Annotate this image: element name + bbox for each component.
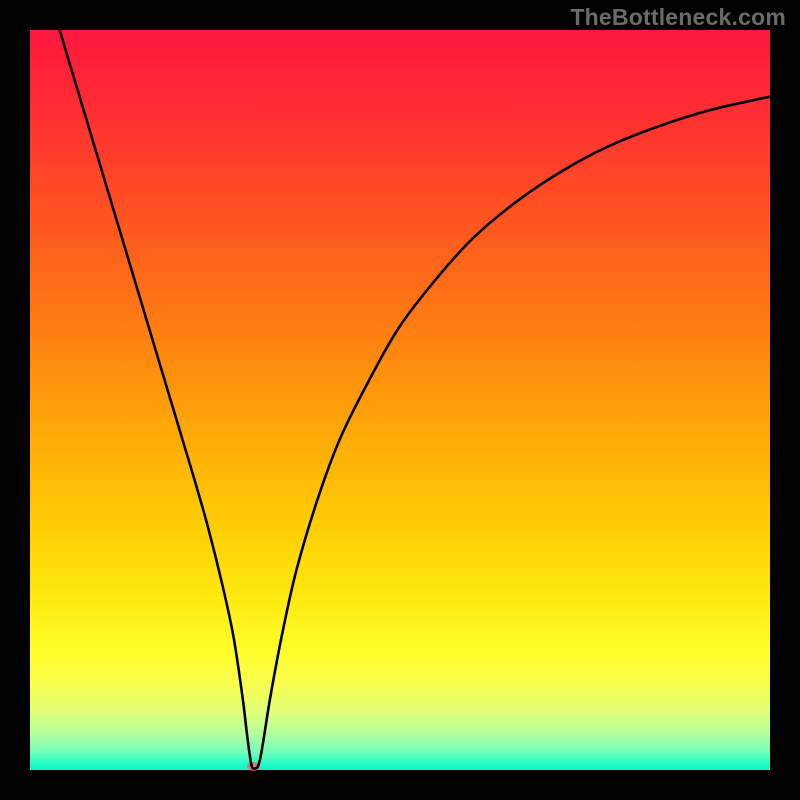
figure: TheBottleneck.com (0, 0, 800, 800)
watermark-text: TheBottleneck.com (570, 4, 786, 31)
plot-background (30, 30, 770, 770)
chart-svg (0, 0, 800, 800)
